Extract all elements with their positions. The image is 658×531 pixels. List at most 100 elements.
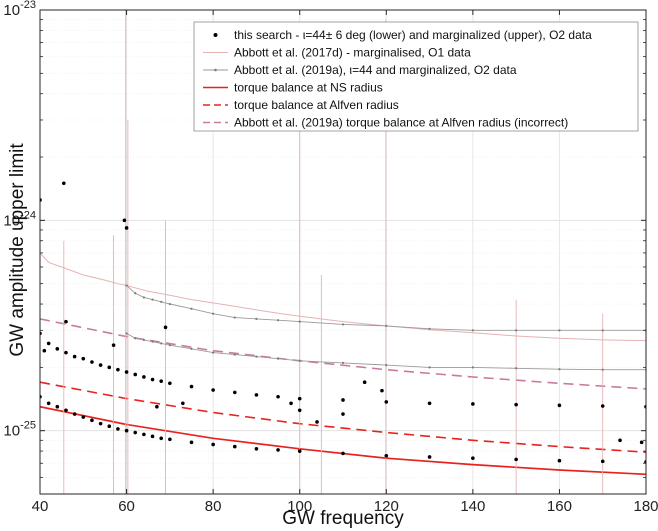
series-this-search-marginalized-point (232, 390, 237, 395)
series-this-search-marginalized-point (168, 381, 172, 386)
series-o2-2019a-lower-point (255, 355, 258, 358)
series-this-search-lower-point (189, 440, 194, 445)
series-this-search-lower-point (341, 451, 345, 456)
series-o2-2019a-upper-point (471, 329, 474, 332)
legend-entry: this search - ι=44± 6 deg (lower) and ma… (213, 28, 592, 42)
series-this-search-outliers-point (111, 343, 116, 347)
series-this-search-marginalized-point (384, 400, 389, 404)
series-this-search-marginalized-point (254, 393, 259, 397)
legend-label: Abbott et al. (2019a) torque balance at … (234, 116, 568, 130)
series-o2-2019a-lower-point (601, 368, 604, 371)
series-this-search-marginalized-point (150, 377, 155, 382)
series-o2-2019a-lower (126, 333, 646, 371)
legend-label: torque balance at Alfven radius (234, 98, 399, 112)
series-this-search-outliers-point (124, 226, 129, 230)
series-this-search-lower-point (81, 415, 86, 419)
x-tick-label: 160 (547, 498, 572, 515)
series-o1-marginalised (40, 252, 646, 342)
series-o2-2019a-upper-point (341, 323, 345, 326)
legend-entry: Abbott et al. (2019a), ι=44 and marginal… (203, 63, 517, 77)
series-this-search-lower-point (557, 458, 562, 463)
series-this-search-lower-point (150, 434, 155, 439)
data-layer (40, 10, 646, 494)
series-o2-2019a-upper-point (428, 327, 431, 330)
series-this-search-lower-point (211, 442, 215, 447)
series-this-search-lower-point (107, 424, 112, 429)
series-this-search-marginalized-point (98, 363, 103, 367)
series-this-search-marginalized-point (211, 388, 215, 392)
series-this-search-lower-point (600, 459, 605, 464)
series-this-search-marginalized-point (189, 384, 194, 389)
legend-label: Abbott et al. (2019a), ι=44 and marginal… (234, 63, 517, 77)
series-o2-2019a-upper-point (190, 307, 193, 310)
series-this-search-outliers-point (341, 412, 345, 416)
x-tick-label: 100 (287, 498, 312, 515)
y-tick-label: 10-25 (3, 420, 36, 440)
series-o2-2019a-upper-point (515, 329, 518, 332)
series-o2-2019a-lower-point (298, 359, 301, 362)
series-this-search-outliers-point (297, 408, 302, 413)
x-tick-label: 180 (633, 498, 658, 515)
series-o2-2019a-upper-point (168, 302, 171, 306)
series-this-search-lower-point (72, 412, 77, 416)
series-o2-2019a-upper-point (276, 319, 280, 322)
series-o2-2019a-lower-point (276, 357, 280, 360)
series-o2-2019a-lower-point (428, 366, 431, 369)
legend-symbol-marker (214, 68, 217, 72)
legend-entry: Abbott et al. (2019a) torque balance at … (203, 116, 568, 130)
x-tick-label: 80 (205, 498, 222, 515)
series-o2-2019a-upper-point (233, 316, 236, 319)
series-o2-2019a-lower-point (471, 366, 474, 369)
series-this-search-lower-point (55, 404, 60, 409)
series-this-search-lower-point (297, 449, 302, 453)
legend-entry: torque balance at Alfven radius (203, 98, 399, 112)
series-this-search-outliers-point (62, 181, 66, 186)
series-this-search-lower-point (124, 428, 129, 433)
series-o2-2019a-lower-point (151, 340, 154, 343)
x-axis-label: GW frequency (282, 508, 404, 529)
series-this-search-marginalized-point (133, 372, 138, 377)
series-this-search-outliers-point (163, 325, 168, 330)
series-this-search-marginalized-point (107, 365, 112, 370)
series-o2-2019a-upper-point (151, 298, 154, 301)
series-o2-2019a-upper-point (255, 317, 258, 320)
legend-entry: Abbott et al. (2017d) - marginalised, O1… (203, 46, 471, 60)
series-this-search-marginalized-point (159, 379, 163, 383)
series-this-search-lower-point (471, 456, 475, 460)
series-this-search-marginalized-point (427, 401, 432, 406)
y-tick-label: 10-23 (3, 0, 36, 19)
series-this-search-marginalized-point (72, 354, 77, 359)
x-tick-label: 120 (374, 498, 399, 515)
series-this-search-lower-point (142, 432, 146, 437)
series-this-search-lower-point (90, 418, 94, 423)
series-this-search-lower-point (427, 455, 432, 459)
series-this-search-lower-point (64, 408, 68, 413)
series-this-search-lower-point (116, 427, 120, 431)
series-this-search-marginalized-point (514, 402, 518, 407)
series-this-search-marginalized-point (557, 403, 562, 408)
series-o2-2019a-lower-point (515, 367, 518, 370)
series-this-search-outliers-point (315, 420, 319, 424)
series-o2-2019a-lower-point (341, 361, 345, 365)
series-this-search-marginalized-point (600, 404, 605, 408)
series-this-search-marginalized-point (297, 396, 302, 401)
y-tick-label: 10-24 (3, 209, 36, 229)
plot-frame (39, 9, 647, 495)
series-this-search-marginalized-point (46, 341, 51, 346)
series-this-search-lower-point (168, 437, 172, 442)
series-o2-2019a-upper-point (142, 296, 145, 299)
series-o2-2019a-upper-point (298, 320, 301, 323)
series-o2-2019a-upper-point (212, 312, 215, 315)
series-o2-2019a-upper-point (558, 329, 561, 332)
legend-label: Abbott et al. (2017d) - marginalised, O1… (234, 46, 471, 60)
x-tick-label: 60 (118, 498, 135, 515)
series-this-search-marginalized-point (64, 350, 68, 355)
series-o2-2019a-upper (126, 285, 646, 331)
series-this-search-marginalized-point (142, 375, 146, 379)
series-this-search-lower-point (232, 444, 237, 449)
series-this-search-lower-point (159, 436, 163, 441)
series-o2-2019a-lower-point (134, 337, 137, 340)
y-axis-label: GW amplitude upper limit (7, 143, 28, 357)
axis-ticks: 40 60 80 100 120 140 160 180 10-23 10-24 10-25 (3, 0, 658, 515)
